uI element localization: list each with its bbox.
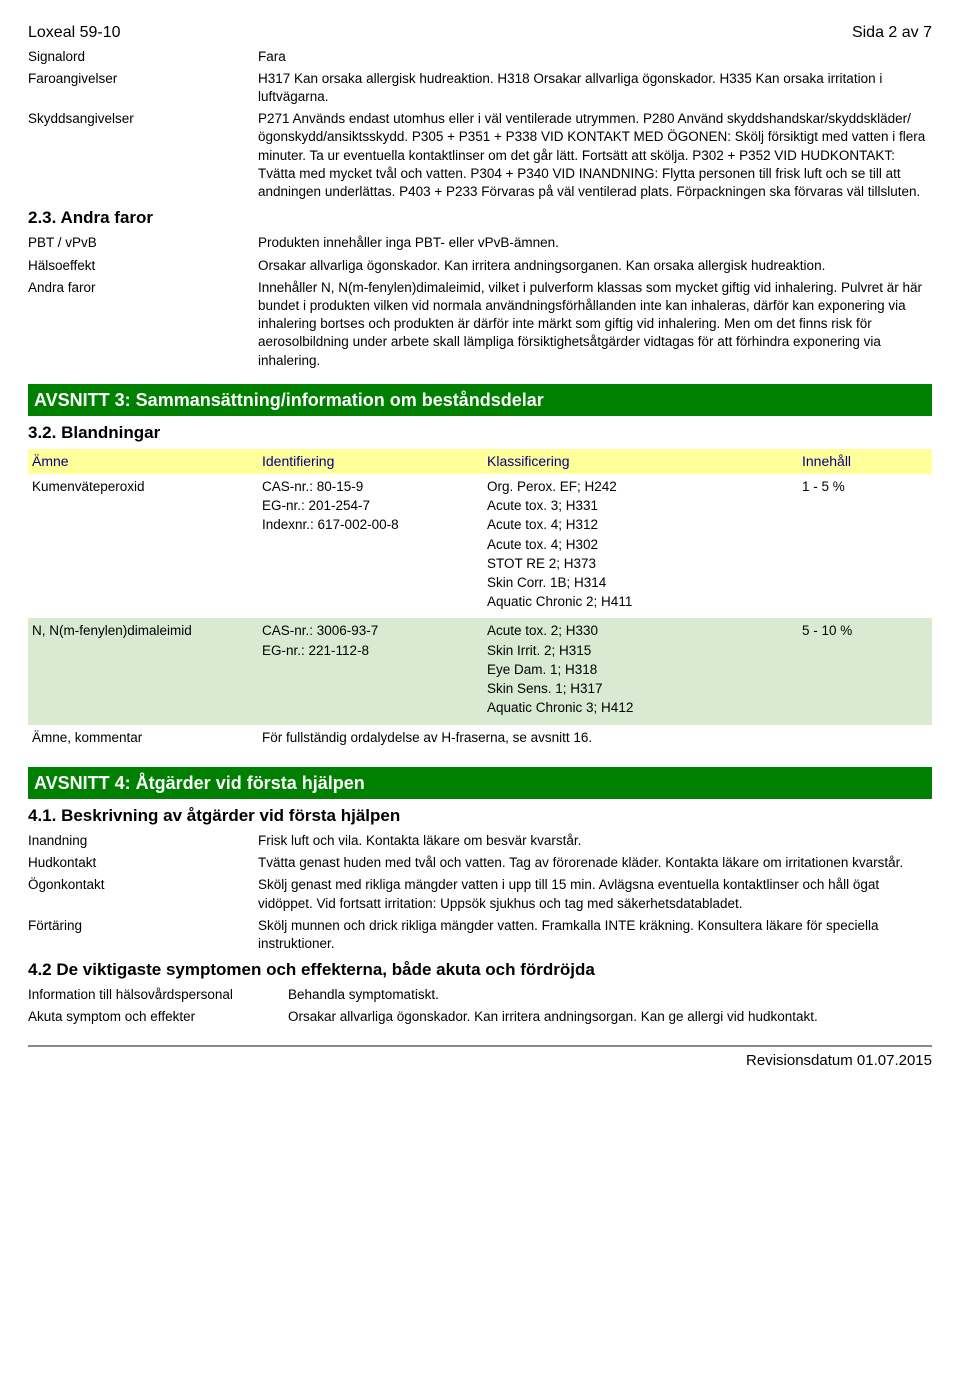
- section-4-bar: AVSNITT 4: Åtgärder vid första hjälpen: [28, 767, 932, 799]
- hcp-info-value: Behandla symptomatiskt.: [288, 986, 932, 1004]
- class-line: Skin Corr. 1B; H314: [487, 574, 802, 592]
- hazard-statements-row: Faroangivelser H317 Kan orsaka allergisk…: [28, 70, 932, 106]
- other-hazards-label: Andra faror: [28, 279, 258, 370]
- health-effect-label: Hälsoeffekt: [28, 257, 258, 275]
- inhalation-label: Inandning: [28, 832, 258, 850]
- id-line: EG-nr.: 201-254-7: [262, 497, 487, 515]
- id-line: CAS-nr.: 3006-93-7: [262, 622, 487, 640]
- hazard-statements-value: H317 Kan orsaka allergisk hudreaktion. H…: [258, 70, 932, 106]
- revision-date: Revisionsdatum 01.07.2015: [28, 1045, 932, 1071]
- id-line: Indexnr.: 617-002-00-8: [262, 516, 487, 534]
- pbt-row: PBT / vPvB Produkten innehåller inga PBT…: [28, 234, 932, 252]
- composition-row: Kumenväteperoxid CAS-nr.: 80-15-9 EG-nr.…: [28, 474, 932, 619]
- page-header: Loxeal 59-10 Sida 2 av 7: [28, 22, 932, 44]
- substance-identification: CAS-nr.: 3006-93-7 EG-nr.: 221-112-8: [262, 622, 487, 660]
- section-4-2-title: 4.2 De viktigaste symptomen och effekter…: [28, 959, 932, 982]
- hazard-statements-label: Faroangivelser: [28, 70, 258, 106]
- class-line: Aquatic Chronic 2; H411: [487, 593, 802, 611]
- substance-content: 5 - 10 %: [802, 622, 928, 640]
- precautionary-statements-value: P271 Används endast utomhus eller i väl …: [258, 110, 932, 201]
- signal-word-row: Signalord Fara: [28, 48, 932, 66]
- class-line: Acute tox. 4; H312: [487, 516, 802, 534]
- eye-contact-label: Ögonkontakt: [28, 876, 258, 912]
- symptoms-row: Akuta symptom och effekter Orsakar allva…: [28, 1008, 932, 1026]
- ingestion-label: Förtäring: [28, 917, 258, 953]
- class-line: Org. Perox. EF; H242: [487, 478, 802, 496]
- skin-contact-value: Tvätta genast huden med tvål och vatten.…: [258, 854, 932, 872]
- inhalation-row: Inandning Frisk luft och vila. Kontakta …: [28, 832, 932, 850]
- id-line: CAS-nr.: 80-15-9: [262, 478, 487, 496]
- precautionary-statements-row: Skyddsangivelser P271 Används endast uto…: [28, 110, 932, 201]
- class-line: Skin Irrit. 2; H315: [487, 642, 802, 660]
- symptoms-value: Orsakar allvarliga ögonskador. Kan irrit…: [288, 1008, 932, 1026]
- class-line: Aquatic Chronic 3; H412: [487, 699, 802, 717]
- health-effect-row: Hälsoeffekt Orsakar allvarliga ögonskado…: [28, 257, 932, 275]
- ingestion-row: Förtäring Skölj munnen och drick rikliga…: [28, 917, 932, 953]
- hcp-info-row: Information till hälsovårdspersonal Beha…: [28, 986, 932, 1004]
- section-4-1-title: 4.1. Beskrivning av åtgärder vid första …: [28, 805, 932, 828]
- health-effect-value: Orsakar allvarliga ögonskador. Kan irrit…: [258, 257, 932, 275]
- section-3-bar: AVSNITT 3: Sammansättning/information om…: [28, 384, 932, 416]
- comment-value: För fullständig ordalydelse av H-frasern…: [262, 729, 592, 747]
- signal-word-value: Fara: [258, 48, 932, 66]
- inhalation-value: Frisk luft och vila. Kontakta läkare om …: [258, 832, 932, 850]
- skin-contact-row: Hudkontakt Tvätta genast huden med tvål …: [28, 854, 932, 872]
- eye-contact-row: Ögonkontakt Skölj genast med rikliga män…: [28, 876, 932, 912]
- pbt-value: Produkten innehåller inga PBT- eller vPv…: [258, 234, 932, 252]
- class-line: Skin Sens. 1; H317: [487, 680, 802, 698]
- section-3-2-title: 3.2. Blandningar: [28, 422, 932, 445]
- col-identification: Identifiering: [262, 452, 487, 471]
- signal-word-label: Signalord: [28, 48, 258, 66]
- substance-name: N, N(m-fenylen)dimaleimid: [32, 622, 262, 640]
- page-number: Sida 2 av 7: [852, 22, 932, 44]
- class-line: Eye Dam. 1; H318: [487, 661, 802, 679]
- hcp-info-label: Information till hälsovårdspersonal: [28, 986, 288, 1004]
- comment-label: Ämne, kommentar: [32, 729, 262, 747]
- other-hazards-value: Innehåller N, N(m-fenylen)dimaleimid, vi…: [258, 279, 932, 370]
- substance-identification: CAS-nr.: 80-15-9 EG-nr.: 201-254-7 Index…: [262, 478, 487, 536]
- precautionary-statements-label: Skyddsangivelser: [28, 110, 258, 201]
- substance-classification: Org. Perox. EF; H242 Acute tox. 3; H331 …: [487, 478, 802, 613]
- class-line: Acute tox. 2; H330: [487, 622, 802, 640]
- id-line: EG-nr.: 221-112-8: [262, 642, 487, 660]
- product-name: Loxeal 59-10: [28, 22, 121, 44]
- substance-classification: Acute tox. 2; H330 Skin Irrit. 2; H315 E…: [487, 622, 802, 718]
- other-hazards-row: Andra faror Innehåller N, N(m-fenylen)di…: [28, 279, 932, 370]
- symptoms-label: Akuta symptom och effekter: [28, 1008, 288, 1026]
- ingestion-value: Skölj munnen och drick rikliga mängder v…: [258, 917, 932, 953]
- substance-name: Kumenväteperoxid: [32, 478, 262, 496]
- eye-contact-value: Skölj genast med rikliga mängder vatten …: [258, 876, 932, 912]
- composition-row: N, N(m-fenylen)dimaleimid CAS-nr.: 3006-…: [28, 618, 932, 724]
- class-line: Acute tox. 4; H302: [487, 536, 802, 554]
- col-substance: Ämne: [32, 452, 262, 471]
- col-classification: Klassificering: [487, 452, 802, 471]
- substance-content: 1 - 5 %: [802, 478, 928, 496]
- col-content: Innehåll: [802, 452, 928, 471]
- pbt-label: PBT / vPvB: [28, 234, 258, 252]
- skin-contact-label: Hudkontakt: [28, 854, 258, 872]
- class-line: STOT RE 2; H373: [487, 555, 802, 573]
- section-2-3-title: 2.3. Andra faror: [28, 207, 932, 230]
- class-line: Acute tox. 3; H331: [487, 497, 802, 515]
- composition-comment-row: Ämne, kommentar För fullständig ordalyde…: [28, 725, 932, 753]
- composition-header-row: Ämne Identifiering Klassificering Innehå…: [28, 449, 932, 474]
